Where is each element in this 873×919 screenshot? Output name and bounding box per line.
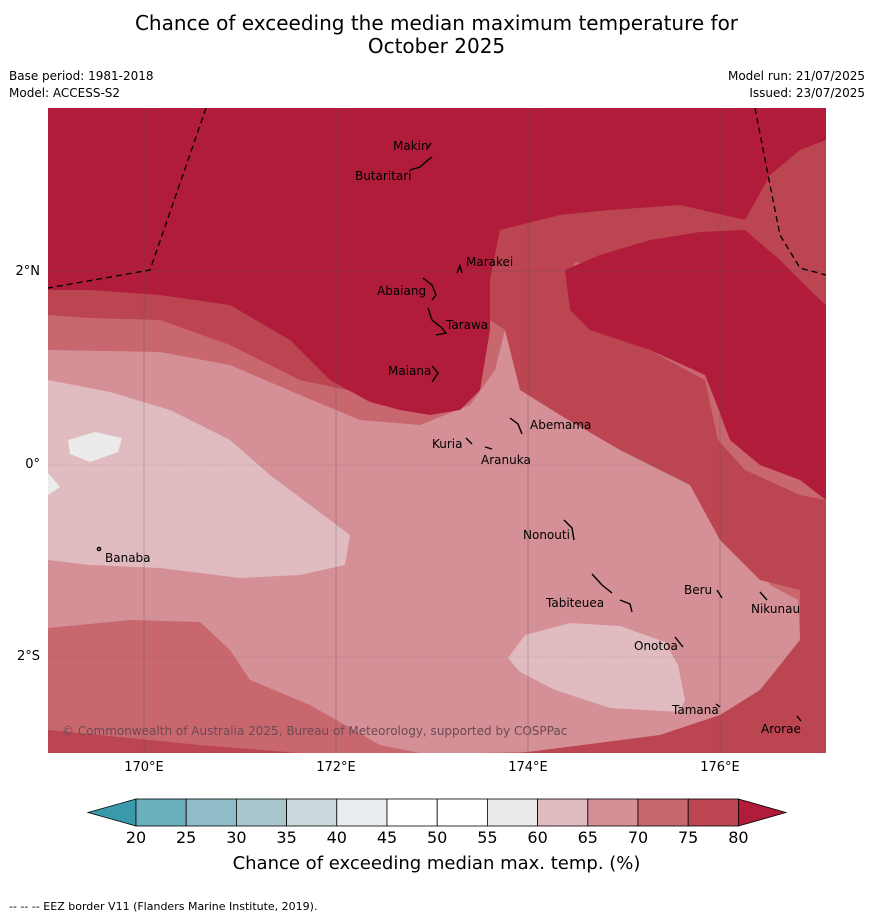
colorbar-segment (687, 798, 739, 827)
colorbar-segment (185, 798, 237, 827)
islands (96, 142, 802, 722)
x-tick-174e: 174°E (508, 760, 548, 775)
colorbar-tick-label: 40 (326, 828, 347, 847)
title-line-2: October 2025 (367, 34, 506, 58)
model-name: Model: ACCESS-S2 (9, 86, 121, 100)
place-label-butaritari: Butaritari (355, 169, 412, 183)
island-nonouti (563, 519, 575, 541)
meta-right: Model run: 21/07/2025 Issued: 23/07/2025 (728, 68, 865, 102)
band-60-65-south (508, 623, 685, 712)
y-tick-0: 0° (25, 457, 40, 472)
band-55-60-edge (48, 473, 60, 495)
graticule (48, 108, 826, 753)
colorbar-segment (336, 798, 388, 827)
island-kuria (465, 437, 473, 445)
base-period: Base period: 1981-2018 (9, 69, 154, 83)
place-label-maiana: Maiana (388, 364, 432, 378)
probability-fill (48, 108, 826, 753)
colorbar-segment (486, 798, 538, 827)
island-onotoa (674, 636, 684, 648)
place-label-tamana: Tamana (672, 703, 719, 717)
island-arorae (796, 715, 802, 722)
title-line-1: Chance of exceeding the median maximum t… (134, 11, 739, 35)
band-80-plus-south (48, 730, 300, 753)
island-nikunau (759, 591, 768, 601)
model-run: Model run: 21/07/2025 (727, 69, 865, 83)
issued-date: Issued: 23/07/2025 (749, 86, 865, 100)
chart-title: Chance of exceeding the median maximum t… (0, 12, 873, 58)
colorbar-tick-label: 45 (376, 828, 398, 847)
colorbar-segment (235, 798, 287, 827)
colorbar-tick-label: 75 (678, 828, 699, 847)
colorbar-segment (386, 798, 438, 827)
eez-border-west (48, 108, 207, 289)
colorbar-tick-label: 70 (627, 828, 649, 847)
island-abaiang (422, 277, 437, 301)
band-60-65 (48, 380, 350, 578)
band-55-60 (68, 432, 122, 462)
place-label-onotoa: Onotoa (634, 639, 678, 653)
island-butaritari (409, 156, 433, 171)
band-80-plus-north (48, 108, 826, 415)
colorbar (86, 798, 788, 827)
colorbar-segment (436, 798, 488, 827)
place-label-arorae: Arorae (761, 722, 801, 736)
island-tarawa (427, 307, 448, 336)
place-label-abaiang: Abaiang (377, 284, 427, 298)
colorbar-extend-low (86, 798, 137, 827)
island-banaba (96, 546, 102, 552)
place-label-banaba: Banaba (105, 551, 151, 565)
y-tick-2n: 2°N (15, 264, 41, 279)
colorbar-segment (587, 798, 639, 827)
island-tabiteuea-north (591, 573, 613, 594)
colorbar-tick-label: 55 (477, 828, 498, 847)
colorbar-tick-label: 30 (226, 828, 247, 847)
place-label-tarawa: Tarawa (446, 318, 489, 332)
colorbar-title: Chance of exceeding median max. temp. (%… (232, 853, 641, 874)
island-maiana (431, 365, 439, 383)
y-tick-2s: 2°S (16, 649, 40, 664)
colorbar-segment (286, 798, 338, 827)
band-80-plus-east (565, 230, 826, 500)
colorbar-tick-label: 80 (728, 828, 749, 847)
x-tick-170e: 170°E (124, 760, 164, 775)
island-tabiteuea-south (619, 599, 633, 613)
colorbar-tick-label: 25 (176, 828, 197, 847)
place-label-abemama: Abemama (530, 418, 592, 432)
colorbar-segment (637, 798, 689, 827)
colorbar-tick-label: 60 (527, 828, 548, 847)
colorbar-tick-label: 20 (125, 828, 147, 847)
eez-border-east (754, 108, 826, 276)
island-marakei (456, 263, 463, 274)
x-tick-172e: 172°E (316, 760, 356, 775)
colorbar-extend-high (738, 798, 788, 827)
place-label-nonouti: Nonouti (523, 528, 570, 542)
eez-border (48, 108, 826, 289)
island-beru (716, 589, 723, 599)
place-label-nikunau: Nikunau (751, 602, 801, 616)
eez-footnote: -- -- -- EEZ border V11 (Flanders Marine… (9, 900, 318, 913)
place-label-tabiteuea: Tabiteuea (546, 596, 605, 610)
place-label-aranuka: Aranuka (481, 453, 531, 467)
copyright-notice: © Commonwealth of Australia 2025, Bureau… (62, 724, 568, 738)
meta-left: Base period: 1981-2018 Model: ACCESS-S2 (9, 68, 154, 102)
colorbar-tick-label: 35 (276, 828, 297, 847)
place-label-kuria: Kuria (432, 437, 463, 451)
island-abemama (509, 417, 523, 435)
island-makin (427, 142, 432, 149)
colorbar-tick-label: 65 (577, 828, 598, 847)
x-tick-176e: 176°E (700, 760, 740, 775)
place-label-beru: Beru (684, 583, 713, 597)
island-tamana (715, 703, 721, 708)
colorbar-segment (135, 798, 187, 827)
place-label-makin: Makin (393, 139, 429, 153)
colorbar-segment (537, 798, 589, 827)
place-label-marakei: Marakei (466, 255, 514, 269)
island-aranuka (484, 446, 493, 450)
colorbar-tick-label: 50 (427, 828, 448, 847)
